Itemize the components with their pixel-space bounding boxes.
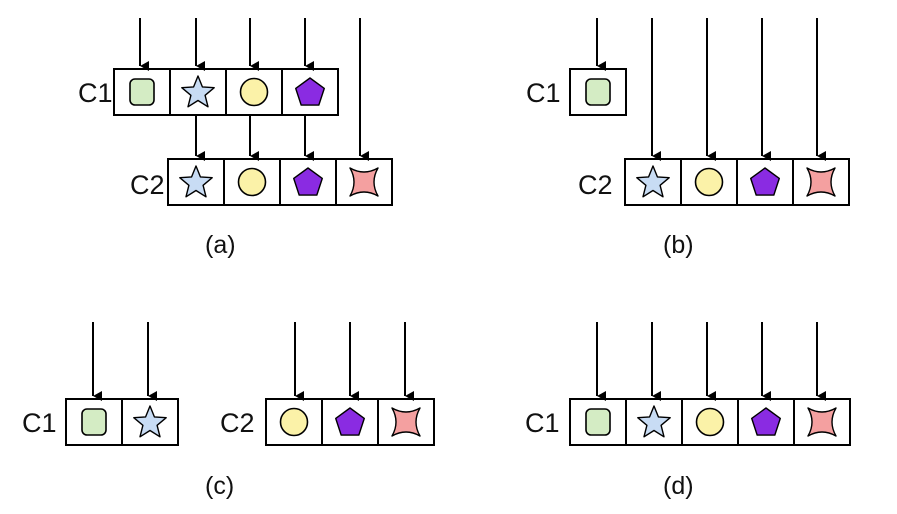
cross-icon	[806, 167, 836, 197]
panel-b-c2-label: C2	[578, 170, 613, 200]
panel-c-c2-label: C2	[220, 408, 255, 438]
star-icon	[637, 405, 671, 438]
panel-a-c1-container	[113, 68, 339, 116]
panel-c-c1-container	[65, 398, 179, 446]
circle-icon	[694, 167, 724, 197]
cross-icon	[349, 167, 379, 197]
pentagon-icon	[751, 407, 781, 436]
panel-d-caption: (d)	[663, 472, 694, 500]
panel-b-c2-container	[624, 158, 850, 206]
pentagon-icon	[295, 77, 325, 106]
circle-icon	[695, 407, 725, 437]
panel-d-c1-container	[569, 398, 851, 446]
shapes-layer	[65, 18, 851, 446]
pentagon-icon	[335, 407, 365, 436]
square-icon	[585, 408, 611, 436]
panel-d-c1-label: C1	[525, 408, 560, 438]
panel-b-c1-container	[569, 68, 627, 116]
panel-b-caption: (b)	[663, 231, 694, 259]
panel-a-c1-label: C1	[78, 78, 113, 108]
panel-c-caption: (c)	[205, 472, 234, 500]
panel-c-c1-label: C1	[22, 408, 57, 438]
panel-c-c2-container	[265, 398, 435, 446]
panel-a-c2-container	[167, 158, 393, 206]
circle-icon	[279, 407, 309, 437]
square-icon	[81, 408, 107, 436]
star-icon	[179, 165, 213, 198]
circle-icon	[239, 77, 269, 107]
square-icon	[129, 78, 155, 106]
cross-icon	[807, 407, 837, 437]
circle-icon	[237, 167, 267, 197]
container-cell	[113, 68, 171, 116]
square-icon	[585, 78, 611, 106]
star-icon	[133, 405, 167, 438]
cross-icon	[391, 407, 421, 437]
pentagon-icon	[293, 167, 323, 196]
panel-a-caption: (a)	[205, 231, 236, 259]
pentagon-icon	[750, 167, 780, 196]
star-icon	[181, 75, 215, 108]
star-icon	[636, 165, 670, 198]
panel-a-c2-label: C2	[130, 170, 165, 200]
panel-b-c1-label: C1	[526, 78, 561, 108]
